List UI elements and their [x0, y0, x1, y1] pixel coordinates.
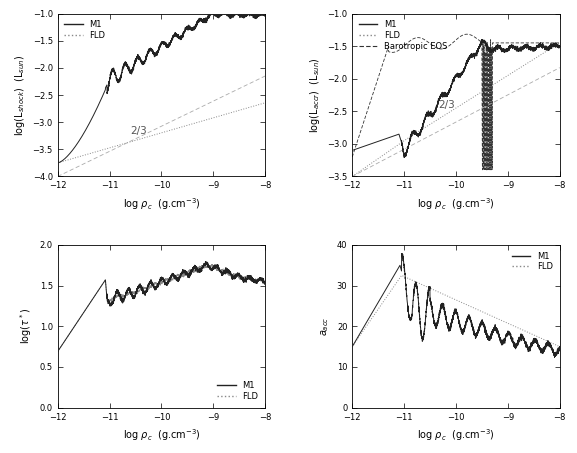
FLD: [349, 344, 355, 349]
M1: [552, 351, 559, 356]
FLD: [437, 290, 444, 296]
X-axis label: log $\rho_c$  (g.cm$^{-3}$): log $\rho_c$ (g.cm$^{-3}$): [122, 427, 200, 443]
FLD: [530, 332, 537, 337]
FLD: [552, 342, 559, 347]
FLD: [372, 310, 379, 315]
FLD: [398, 273, 405, 278]
M1: [398, 251, 405, 256]
M1: [428, 305, 435, 311]
M1: [437, 304, 444, 309]
X-axis label: log $\rho_c$  (g.cm$^{-3}$): log $\rho_c$ (g.cm$^{-3}$): [122, 196, 200, 212]
Text: 2/3: 2/3: [438, 100, 455, 110]
Line: FLD: FLD: [352, 275, 560, 347]
Y-axis label: $a_{acc}$: $a_{acc}$: [320, 317, 331, 336]
M1: [551, 355, 558, 360]
Text: 2/3: 2/3: [130, 126, 147, 136]
X-axis label: log $\rho_c$  (g.cm$^{-3}$): log $\rho_c$ (g.cm$^{-3}$): [417, 196, 495, 212]
M1: [530, 338, 537, 344]
Legend: M1, FLD: M1, FLD: [62, 18, 108, 43]
FLD: [556, 344, 563, 349]
FLD: [428, 286, 435, 292]
X-axis label: log $\rho_c$  (g.cm$^{-3}$): log $\rho_c$ (g.cm$^{-3}$): [417, 427, 495, 443]
Y-axis label: log(L$_{accr}$)  (L$_{sun}$): log(L$_{accr}$) (L$_{sun}$): [308, 57, 321, 133]
Y-axis label: log($\tau^*$): log($\tau^*$): [18, 308, 34, 344]
Legend: M1, FLD: M1, FLD: [509, 249, 556, 274]
M1: [349, 344, 355, 349]
Y-axis label: log(L$_{shock}$)  (L$_{sun}$): log(L$_{shock}$) (L$_{sun}$): [13, 54, 27, 135]
Legend: M1, FLD, Barotropic EOS: M1, FLD, Barotropic EOS: [357, 18, 450, 53]
M1: [556, 345, 563, 351]
FLD: [385, 292, 392, 297]
Legend: M1, FLD: M1, FLD: [215, 379, 261, 404]
Line: M1: M1: [352, 253, 560, 357]
M1: [385, 283, 392, 288]
M1: [372, 304, 379, 309]
